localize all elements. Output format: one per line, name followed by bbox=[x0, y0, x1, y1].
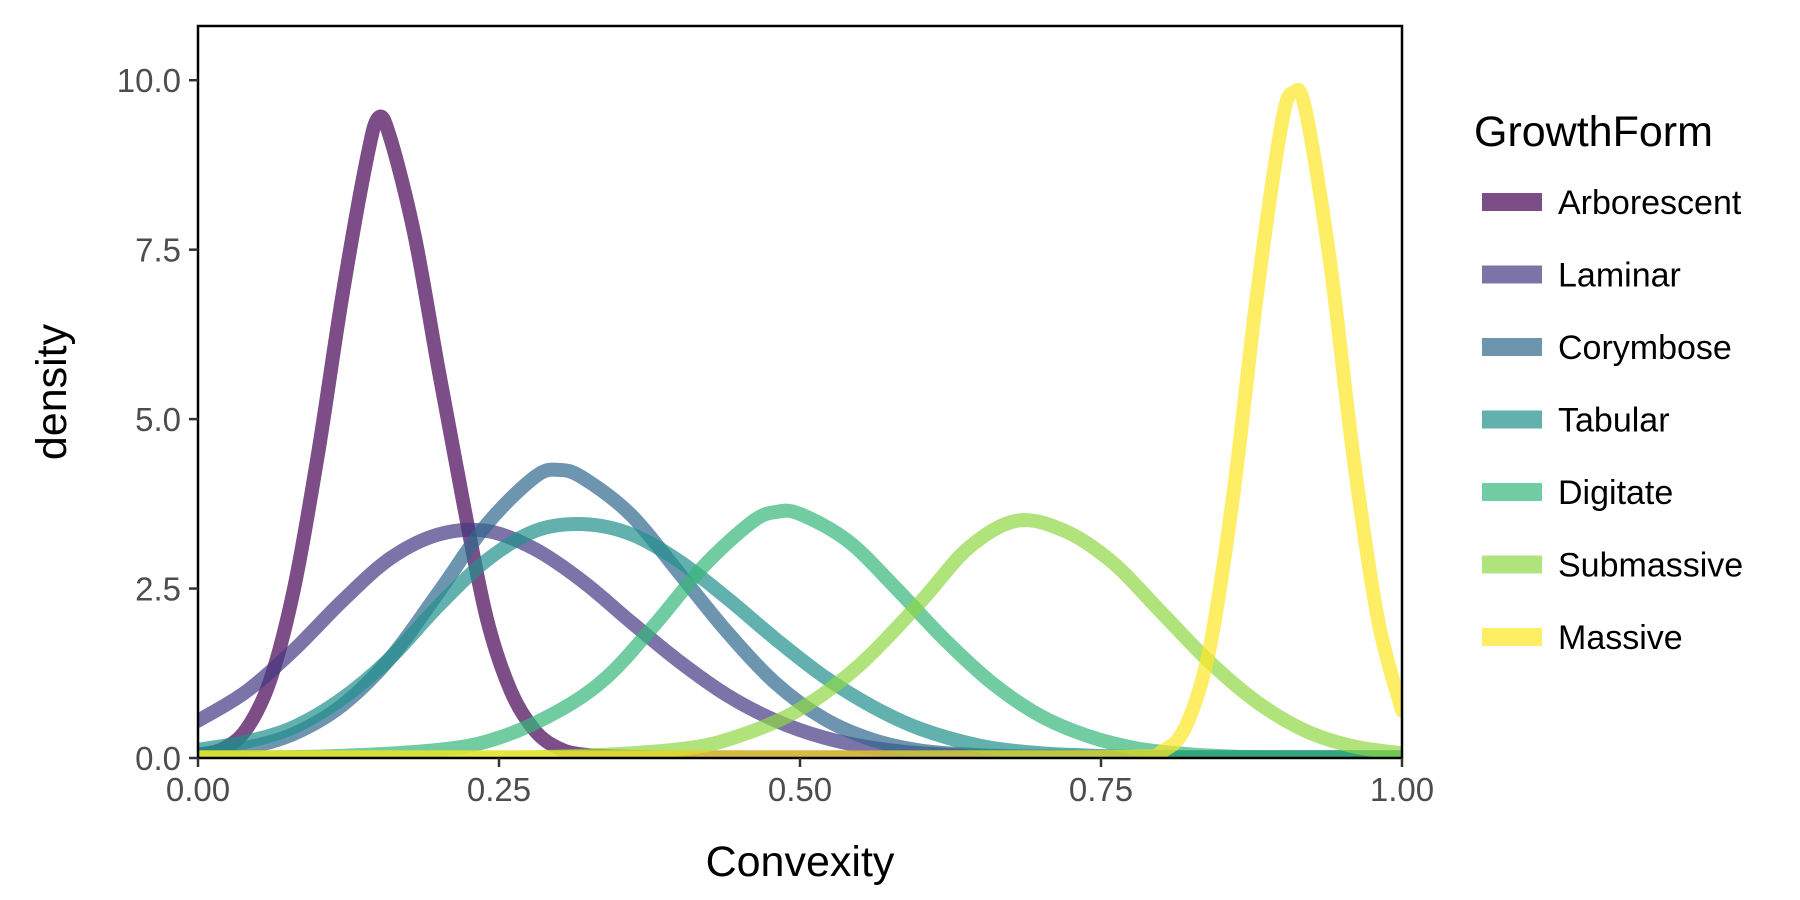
legend-swatch-submassive bbox=[1482, 555, 1542, 574]
x-tick-label: 1.00 bbox=[1370, 771, 1434, 808]
legend: GrowthForm Arborescent Laminar Corymbose Ta… bbox=[1474, 108, 1743, 657]
legend-label-digitate: Digitate bbox=[1558, 474, 1673, 512]
x-tick-label: 0.00 bbox=[166, 771, 230, 808]
legend-swatch-arborescent bbox=[1482, 193, 1542, 211]
x-tick-label: 0.25 bbox=[467, 771, 531, 808]
y-tick-label: 0.0 bbox=[135, 740, 181, 777]
x-tick-label: 0.50 bbox=[768, 771, 832, 808]
legend-swatch-tabular bbox=[1482, 410, 1542, 429]
legend-swatch-corymbose bbox=[1482, 338, 1542, 356]
y-axis: 0.0 2.5 5.0 7.5 10.0 bbox=[117, 62, 198, 777]
y-tick-label: 10.0 bbox=[117, 62, 181, 99]
legend-label-corymbose: Corymbose bbox=[1558, 329, 1732, 367]
y-tick-label: 7.5 bbox=[135, 232, 181, 269]
series-lines bbox=[198, 82, 1402, 758]
x-axis: 0.00 0.25 0.50 0.75 1.00 bbox=[166, 758, 1434, 808]
x-tick-label: 0.75 bbox=[1069, 771, 1133, 808]
x-axis-title: Convexity bbox=[706, 838, 895, 886]
legend-label-tabular: Tabular bbox=[1558, 402, 1670, 440]
legend-label-laminar: Laminar bbox=[1558, 257, 1681, 295]
y-tick-label: 5.0 bbox=[135, 401, 181, 438]
y-tick-label: 2.5 bbox=[135, 571, 181, 608]
legend-title: GrowthForm bbox=[1474, 108, 1713, 156]
y-axis-title: density bbox=[28, 323, 76, 460]
legend-label-submassive: Submassive bbox=[1558, 547, 1743, 585]
legend-label-massive: Massive bbox=[1558, 619, 1683, 657]
legend-swatch-digitate bbox=[1482, 483, 1542, 501]
legend-swatch-massive bbox=[1482, 628, 1542, 646]
legend-label-arborescent: Arborescent bbox=[1558, 184, 1742, 222]
legend-swatch-laminar bbox=[1482, 265, 1542, 284]
